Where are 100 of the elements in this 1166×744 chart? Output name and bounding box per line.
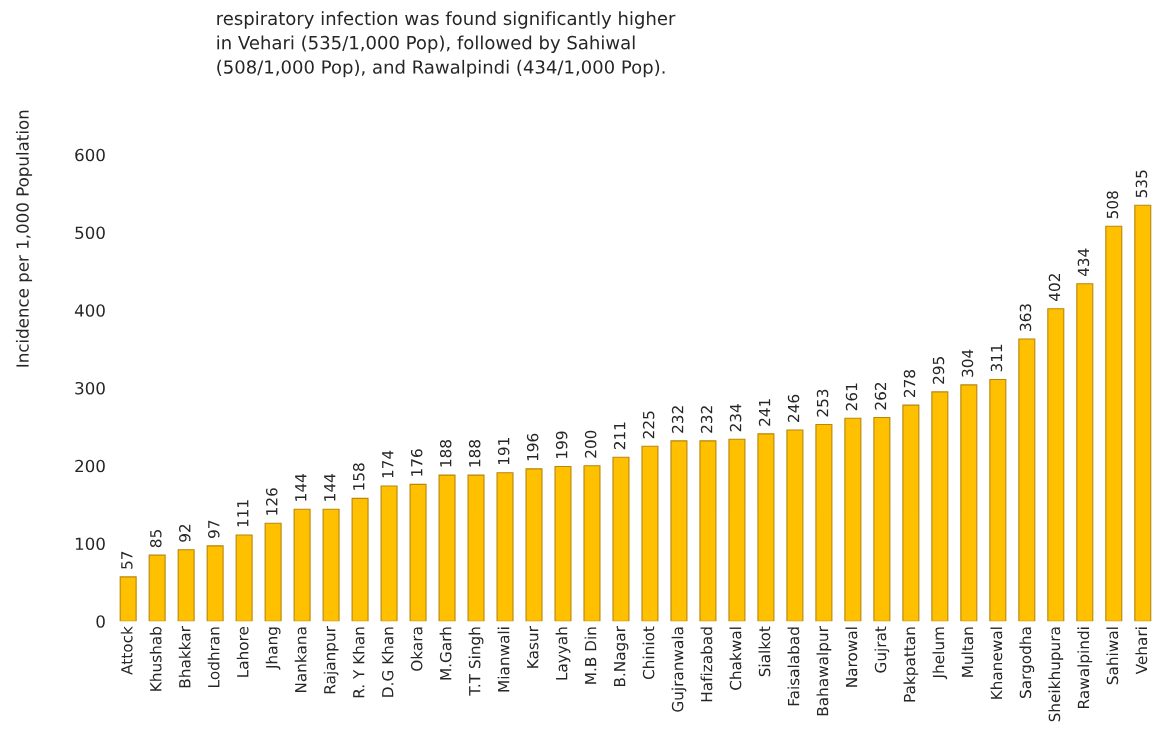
data-label: 174 <box>382 450 394 478</box>
bar <box>1047 308 1065 622</box>
data-label: 232 <box>700 406 713 433</box>
x-tick-label: M.B Din <box>584 627 597 684</box>
x-tick-label: Sahiwal <box>1106 627 1119 685</box>
bar <box>1134 204 1152 622</box>
bar <box>148 554 166 622</box>
x-tick-label: Multan <box>961 627 974 677</box>
data-label: 211 <box>613 422 626 450</box>
x-tick-label: Mianwali <box>497 627 510 692</box>
data-label: 535 <box>1135 170 1148 198</box>
x-tick-label: Chakwal <box>729 627 742 690</box>
y-tick-label: 400 <box>74 304 105 317</box>
bar <box>554 465 572 622</box>
bar <box>525 468 543 622</box>
x-tick-label: Okara <box>410 627 423 671</box>
data-label: 261 <box>845 383 858 411</box>
x-tick-label: Rawalpindi <box>1077 627 1093 708</box>
bar <box>931 391 949 622</box>
bar <box>438 474 456 622</box>
data-label: 97 <box>208 520 220 538</box>
bar <box>380 485 398 622</box>
data-label: 402 <box>1048 274 1061 301</box>
x-tick-label: Nankana <box>294 627 307 693</box>
bar <box>119 576 137 622</box>
x-tick-label: Hafizabad <box>700 627 713 702</box>
data-label: 434 <box>1077 248 1090 277</box>
bar <box>844 417 862 622</box>
bar <box>293 508 311 622</box>
bar <box>467 474 485 622</box>
x-tick-label: Khanewal <box>990 627 1003 699</box>
x-tick-label: Attock <box>120 626 133 675</box>
bar <box>873 416 891 622</box>
data-label: 508 <box>1106 191 1119 219</box>
data-label: 85 <box>150 530 162 548</box>
bar <box>757 433 775 622</box>
bar <box>960 384 978 622</box>
x-tick-label: Layyah <box>555 627 571 680</box>
y-tick-label: 500 <box>75 226 105 240</box>
bar <box>1076 283 1094 622</box>
x-tick-label: D.G Khan <box>381 627 394 697</box>
x-tick-label: Khushab <box>149 626 162 691</box>
bar <box>206 545 224 622</box>
data-label: 241 <box>758 399 771 426</box>
data-label: 191 <box>497 438 510 465</box>
bar <box>583 465 601 622</box>
y-tick-label: 0 <box>96 615 105 628</box>
data-label: 311 <box>990 344 1003 372</box>
bar <box>264 522 282 622</box>
x-tick-label: Jhang <box>265 627 281 670</box>
bar <box>989 378 1007 622</box>
x-tick-label: Gujrat <box>874 626 890 673</box>
data-label: 262 <box>874 382 887 410</box>
y-tick-label: 200 <box>75 459 105 473</box>
data-label: 111 <box>237 500 249 527</box>
x-tick-label: Narowal <box>845 627 858 687</box>
data-label: 278 <box>903 370 916 398</box>
bar <box>699 440 717 622</box>
data-label: 176 <box>410 449 423 476</box>
bar <box>612 456 630 622</box>
x-tick-label: T.T Singh <box>468 627 484 696</box>
data-label: 196 <box>526 433 539 461</box>
y-tick-label: 100 <box>75 537 105 551</box>
x-tick-label: Chiniot <box>642 626 655 680</box>
data-label: 200 <box>584 430 597 458</box>
x-tick-label: Lodhran <box>207 627 220 687</box>
data-label: 232 <box>671 406 684 433</box>
x-tick-label: Rajanpur <box>323 626 339 694</box>
bar <box>641 445 659 622</box>
x-tick-label: Bhakkar <box>178 626 191 688</box>
bar <box>1018 338 1036 622</box>
text: respiratory infection was found significantly higher in Vehari (535/1,000 Pop), followed by Sahiwal (508/1,000 Pop), and Rawalpindi (434/1,000 Pop). <box>217 11 676 78</box>
data-label: 199 <box>555 431 568 458</box>
data-label: 253 <box>816 389 829 417</box>
bar <box>235 534 253 622</box>
x-tick-label: Kasur <box>527 626 539 668</box>
x-tick-label: Bahawalpur <box>816 626 832 716</box>
bar <box>1105 225 1123 622</box>
bar <box>496 472 514 622</box>
bar <box>177 549 195 622</box>
y-tick-label: 600 <box>75 148 105 162</box>
x-tick-label: Sheikhupura <box>1048 627 1064 722</box>
bar <box>786 429 804 622</box>
x-tick-label: Vehari <box>1135 627 1148 675</box>
data-label: 188 <box>439 440 452 467</box>
x-tick-label: Pakpattan <box>903 627 919 702</box>
data-label: 57 <box>121 551 133 569</box>
bar <box>728 438 746 622</box>
bar <box>409 483 427 622</box>
data-label: 246 <box>787 394 800 422</box>
data-label: 92 <box>179 524 191 542</box>
bar <box>351 497 369 622</box>
data-label: 188 <box>468 440 481 467</box>
x-tick-label: B.Nagar <box>614 626 629 687</box>
x-tick-label: Faisalabad <box>787 627 800 706</box>
x-tick-label: R. Y Khan <box>352 627 365 698</box>
bar <box>322 508 340 622</box>
bar <box>670 440 688 622</box>
y-tick-label: 300 <box>75 381 105 395</box>
x-tick-label: Jhelum <box>932 627 948 680</box>
